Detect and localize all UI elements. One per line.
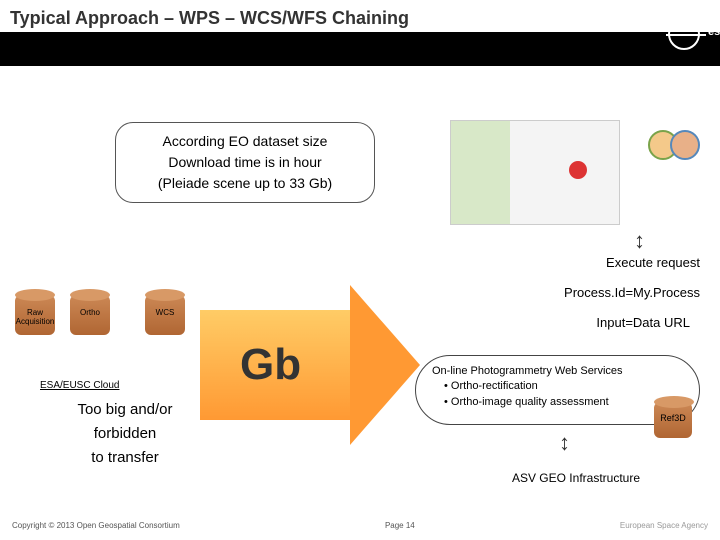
raw-cylinder: Raw Acquisition (15, 295, 55, 339)
esa-logo: esa (668, 18, 700, 50)
header: Typical Approach – WPS – WCS/WFS Chainin… (0, 0, 720, 70)
execute-label: Execute request (606, 255, 700, 270)
services-title: On-line Photogrammetry Web Services (432, 364, 691, 379)
copyright: Copyright © 2013 Open Geospatial Consort… (12, 521, 180, 530)
services-item1: • Ortho-rectification (432, 379, 691, 394)
ortho-label: Ortho (70, 309, 110, 318)
bubble-line3: (Pleiade scene up to 33 Gb) (126, 173, 364, 194)
ref3d-cylinder: Ref3D (654, 402, 692, 438)
transfer-line2: forbidden (45, 422, 205, 446)
page-number: Page 14 (385, 521, 415, 530)
ortho-cylinder: Ortho (70, 295, 110, 339)
asv-label: ASV GEO Infrastructure (512, 471, 640, 485)
transfer-line1: Too big and/or (45, 398, 205, 422)
process-label: Process.Id=My.Process (564, 285, 700, 300)
map-thumbnail (450, 120, 620, 225)
big-arrow: Gb (200, 300, 420, 430)
transfer-line3: to transfer (45, 446, 205, 470)
user-avatars (656, 130, 700, 160)
agency-label: European Space Agency (620, 521, 708, 530)
arrow-down-icon: ↕ (559, 430, 570, 456)
ref3d-label: Ref3D (654, 414, 692, 424)
raw-label: Raw Acquisition (15, 309, 55, 327)
arrow-text: Gb (240, 340, 301, 390)
header-bar (0, 32, 720, 66)
cloud-label: ESA/EUSC Cloud (40, 380, 119, 391)
bubble-line1: According EO dataset size (126, 131, 364, 152)
wcs-label: WCS (145, 309, 185, 318)
avatar-icon (670, 130, 700, 160)
services-item2: • Ortho-image quality assessment (432, 395, 691, 410)
info-bubble: According EO dataset size Download time … (115, 122, 375, 203)
arrow-down-icon: ↕ (634, 228, 645, 254)
page-title: Typical Approach – WPS – WCS/WFS Chainin… (0, 0, 720, 29)
input-label: Input=Data URL (596, 315, 690, 330)
bubble-line2: Download time is in hour (126, 152, 364, 173)
wcs-cylinder: WCS (145, 295, 185, 339)
footer: Copyright © 2013 Open Geospatial Consort… (12, 521, 708, 530)
transfer-text: Too big and/or forbidden to transfer (45, 398, 205, 470)
esa-circle-icon (668, 18, 700, 50)
esa-text: esa (708, 26, 720, 38)
